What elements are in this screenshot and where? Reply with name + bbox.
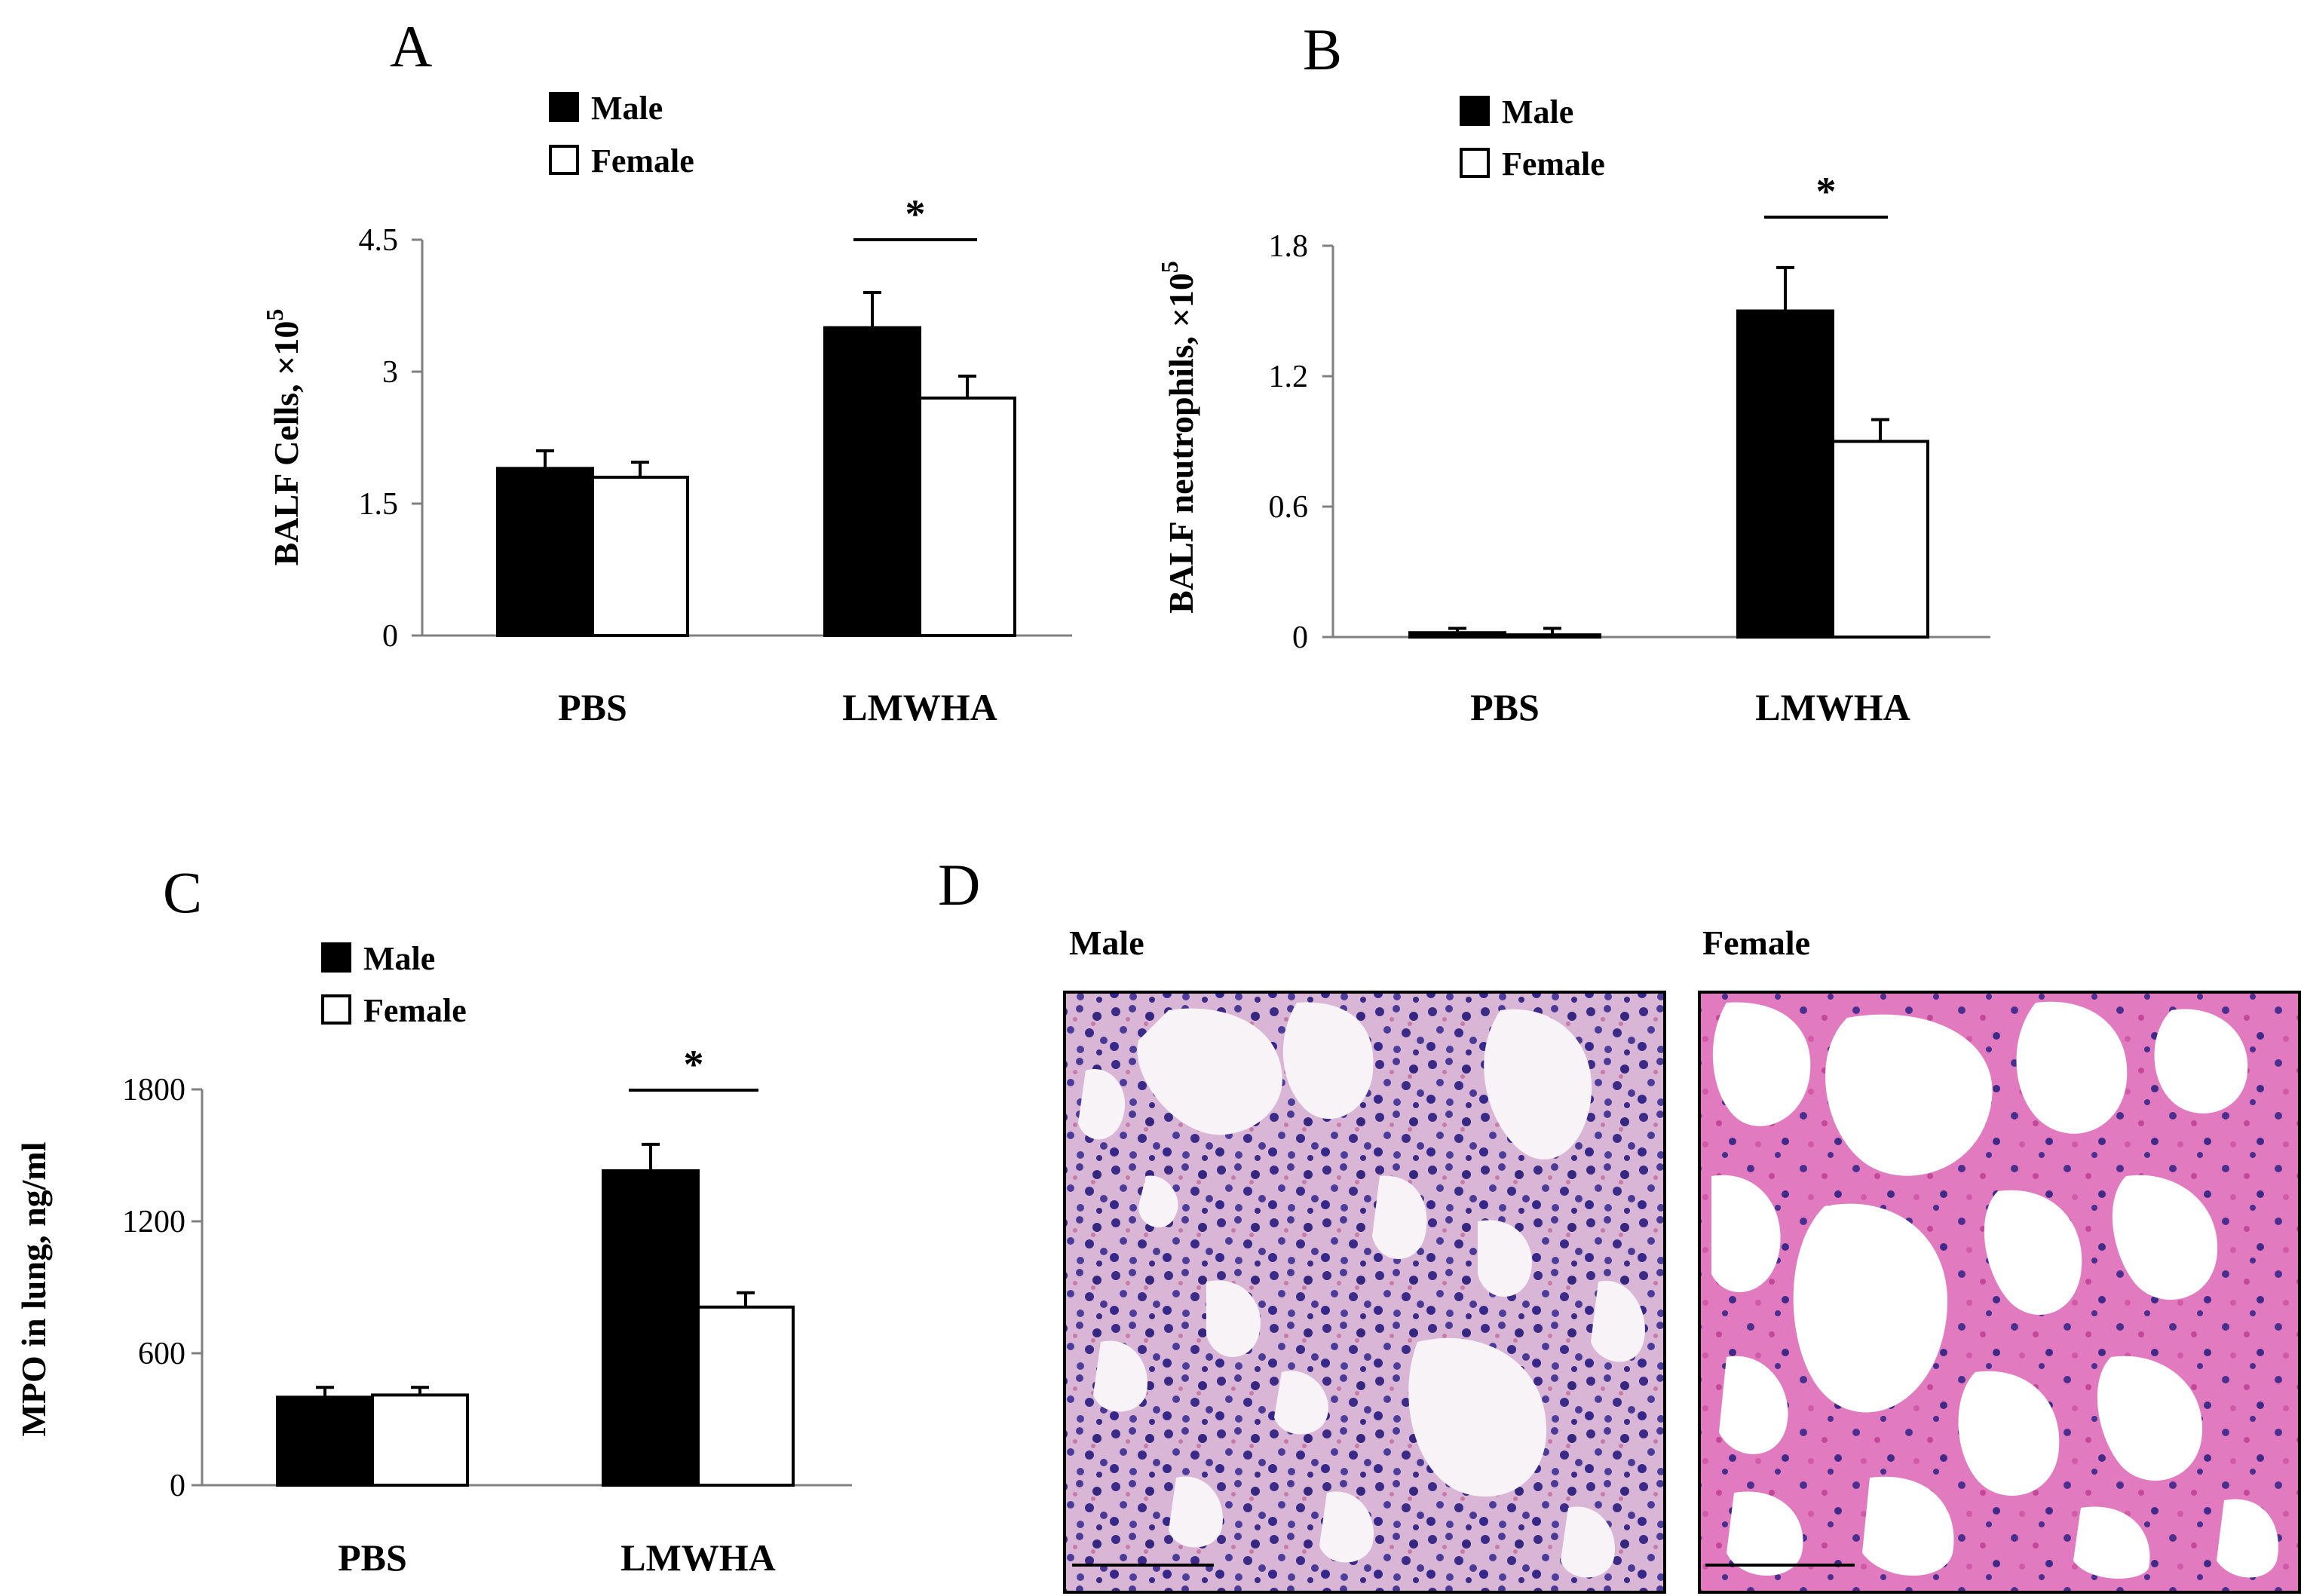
legend-swatch-male-b: [1460, 96, 1490, 126]
y-axis-label-b: BALF neutrophils, ×105: [1156, 261, 1200, 614]
panel-a: A 0 1.5 3 4.5 BALF Cells, ×105 PBS LMWHA * Male F…: [261, 14, 1072, 728]
y-tick-label-c: 600: [138, 1337, 185, 1371]
category-label-b: LMWHA: [1755, 686, 1910, 728]
y-tick-label-c: 0: [170, 1469, 185, 1503]
y-tick-label-a: 3: [382, 355, 398, 390]
bar-female-lmwha-c: [697, 1305, 795, 1487]
y-axis-label-a: BALF Cells, ×105: [261, 309, 305, 566]
bar-female-lmwha-a: [918, 397, 1016, 637]
y-tick-label-c: 1200: [122, 1205, 185, 1239]
legend-label-male-a: Male: [591, 90, 663, 127]
bar-female-pbs-c: [371, 1393, 469, 1487]
bar-male-pbs-c: [276, 1395, 374, 1487]
category-label-c: LMWHA: [620, 1536, 776, 1579]
category-label-a: PBS: [558, 686, 627, 728]
panel-c: C 0 600 1200 1800 MPO in lung, ng/ml PBS LMWHA…: [14, 859, 852, 1579]
legend-label-female-a: Female: [591, 142, 694, 179]
bar-female-pbs-b: [1503, 633, 1601, 639]
panel-label-c: C: [163, 859, 202, 925]
bar-male-pbs-b: [1408, 631, 1506, 639]
category-label-a: LMWHA: [842, 686, 997, 728]
histology-title-female: Female: [1702, 924, 1810, 962]
category-label-c: PBS: [338, 1536, 407, 1579]
panel-label-b: B: [1303, 17, 1342, 82]
bar-male-pbs-a: [496, 467, 594, 637]
panel-b: B 0 0.6 1.2 1.8 BALF neutrophils, ×105 PBS LMW…: [1156, 17, 1990, 728]
y-tick-label-b: 1.8: [1269, 229, 1309, 264]
legend-swatch-female-a: [549, 145, 579, 175]
bar-female-lmwha-b: [1831, 440, 1929, 639]
y-tick-label-a: 1.5: [359, 487, 399, 522]
significance-star-b: *: [1816, 169, 1837, 214]
legend-label-male-b: Male: [1502, 93, 1573, 130]
legend-swatch-female-c: [321, 994, 351, 1025]
y-tick-label-b: 1.2: [1269, 360, 1309, 394]
panel-label-d: D: [938, 852, 980, 917]
legend-swatch-female-b: [1460, 148, 1490, 178]
bar-female-pbs-a: [591, 476, 689, 637]
histology-image-female: Female: [1698, 924, 2301, 1594]
legend-label-female-b: Female: [1502, 146, 1605, 182]
significance-star-a: *: [905, 191, 926, 237]
category-label-b: PBS: [1470, 686, 1540, 728]
histology-title-male: Male: [1069, 924, 1144, 962]
panel-d: D: [938, 852, 2301, 1594]
y-tick-label-a: 0: [382, 619, 398, 654]
legend-swatch-male-a: [549, 92, 579, 122]
y-tick-label-c: 1800: [122, 1073, 185, 1107]
significance-star-c: *: [684, 1042, 704, 1087]
bar-male-lmwha-c: [602, 1169, 700, 1487]
y-axis-label-c: MPO in lung, ng/ml: [14, 1141, 53, 1436]
y-tick-label-b: 0: [1292, 620, 1308, 655]
y-tick-label-a: 4.5: [359, 223, 399, 258]
bar-male-lmwha-b: [1736, 309, 1834, 639]
legend-label-male-c: Male: [363, 940, 435, 977]
legend-swatch-male-c: [321, 942, 351, 973]
histology-image-male: Male: [1063, 924, 1666, 1594]
legend-label-female-c: Female: [363, 992, 467, 1029]
y-tick-label-b: 0.6: [1269, 490, 1309, 525]
panel-label-a: A: [390, 14, 432, 79]
bar-male-lmwha-a: [823, 326, 921, 637]
